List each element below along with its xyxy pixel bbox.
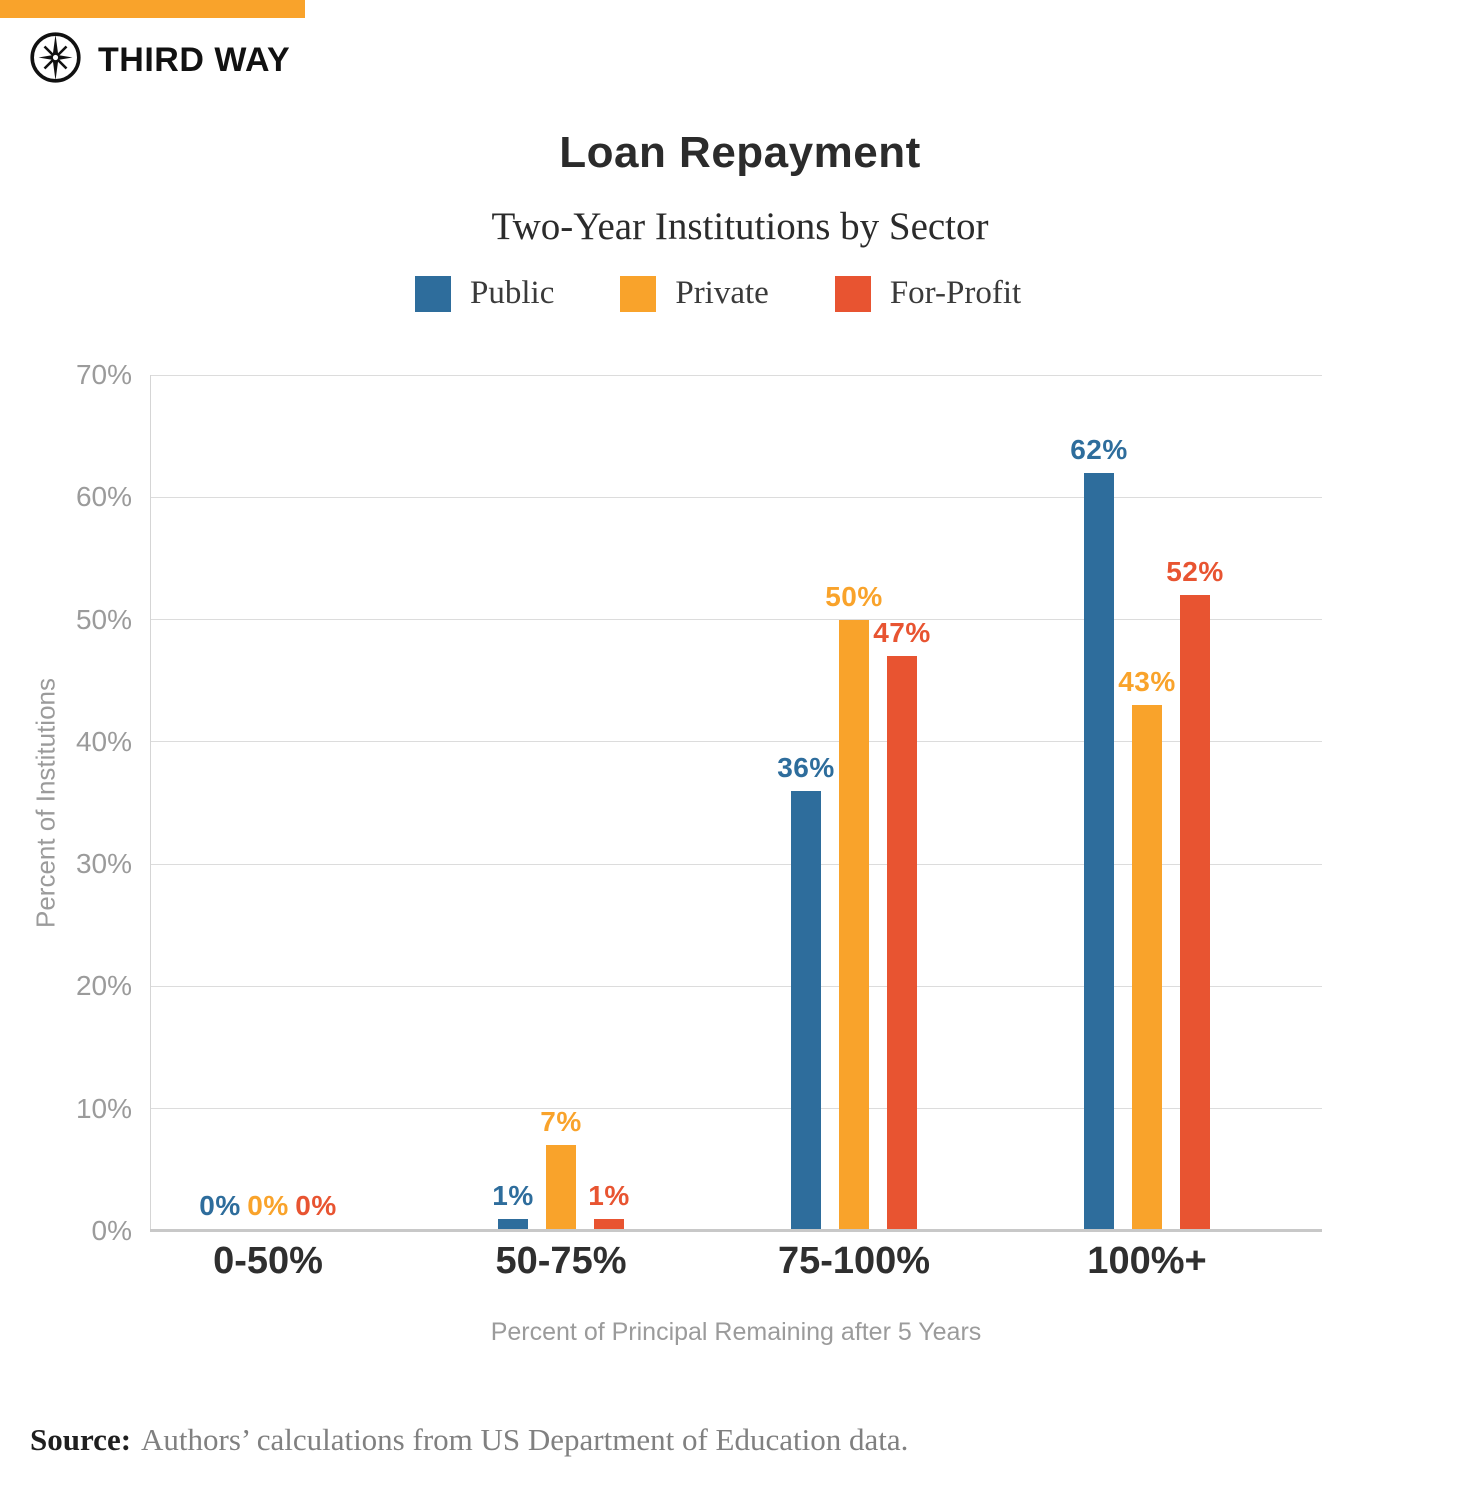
legend-swatch-private <box>620 275 657 312</box>
gridline-10pct <box>150 1108 1322 1110</box>
x-axis-title: Percent of Principal Remaining after 5 Y… <box>490 1318 982 1346</box>
y-tick-60pct: 60% <box>75 481 132 513</box>
value-label-for-profit-0-50pct: 0% <box>295 1189 337 1221</box>
value-label-for-profit-50-75pct: 1% <box>588 1179 630 1211</box>
logo-wordmark: THIRD WAY <box>98 40 291 79</box>
gridline-60pct <box>150 496 1322 498</box>
y-tick-70pct: 70% <box>75 359 132 390</box>
x-axis-baseline <box>150 1229 1322 1232</box>
legend-swatch-for-profit <box>834 275 871 312</box>
third-way-logo: THIRD WAY <box>29 31 290 89</box>
bar-for-profit-75-100pct <box>887 656 917 1231</box>
gridline-40pct <box>150 741 1322 743</box>
bar-public-100pctplus <box>1084 472 1114 1231</box>
y-tick-10pct: 10% <box>75 1092 132 1124</box>
legend-item-public: Public <box>415 275 554 312</box>
category-label-100pctplus: 100%+ <box>1087 1240 1207 1282</box>
bar-private-100pctplus <box>1132 705 1162 1231</box>
legend-label-private: Private <box>675 275 769 311</box>
value-label-private-0-50pct: 0% <box>247 1189 289 1221</box>
source-label: Source: <box>30 1422 132 1457</box>
value-label-public-100pctplus: 62% <box>1070 433 1128 465</box>
chart-subtitle: Two-Year Institutions by Sector <box>491 205 989 248</box>
y-axis-line <box>150 375 151 1231</box>
category-label-0-50pct: 0-50% <box>213 1240 323 1282</box>
value-label-private-100pctplus: 43% <box>1118 666 1176 698</box>
y-tick-0pct: 0% <box>91 1215 132 1246</box>
y-tick-40pct: 40% <box>75 725 132 757</box>
bar-for-profit-50-75pct <box>594 1218 624 1231</box>
y-tick-50pct: 50% <box>75 603 132 635</box>
legend-item-for-profit: For-Profit <box>834 275 1022 312</box>
value-label-public-0-50pct: 0% <box>199 1189 241 1221</box>
value-label-public-75-100pct: 36% <box>777 751 835 783</box>
chart-title: Loan Repayment <box>559 128 921 177</box>
y-tick-30pct: 30% <box>75 848 132 880</box>
category-label-75-100pct: 75-100% <box>777 1240 931 1282</box>
value-label-public-50-75pct: 1% <box>492 1179 534 1211</box>
compass-star-icon <box>29 31 82 89</box>
gridline-20pct <box>150 985 1322 987</box>
value-label-for-profit-100pctplus: 52% <box>1166 556 1224 588</box>
bar-for-profit-100pctplus <box>1180 595 1210 1231</box>
bar-public-75-100pct <box>791 790 821 1231</box>
bar-private-50-75pct <box>546 1145 576 1231</box>
legend-swatch-public <box>415 275 451 312</box>
legend-item-private: Private <box>620 275 769 312</box>
y-axis-title: Percent of Institutions <box>30 677 61 929</box>
value-label-for-profit-75-100pct: 47% <box>873 617 931 649</box>
bar-private-75-100pct <box>839 619 869 1231</box>
legend-label-for-profit: For-Profit <box>889 275 1022 311</box>
legend-label-public: Public <box>470 275 555 311</box>
gridline-50pct <box>150 619 1322 621</box>
gridline-70pct <box>150 374 1322 376</box>
source-note: Source: Authors’ calculations from US Dep… <box>30 1422 908 1458</box>
top-accent-bar <box>0 0 305 18</box>
value-label-private-75-100pct: 50% <box>825 580 883 612</box>
category-label-50-75pct: 50-75% <box>495 1240 627 1282</box>
legend: Public Private For-Profit <box>415 275 1021 312</box>
bar-public-50-75pct <box>498 1218 528 1231</box>
gridline-30pct <box>150 863 1322 865</box>
source-text: Authors’ calculations from US Department… <box>141 1422 909 1457</box>
value-label-private-50-75pct: 7% <box>540 1106 582 1138</box>
y-tick-20pct: 20% <box>75 970 132 1002</box>
